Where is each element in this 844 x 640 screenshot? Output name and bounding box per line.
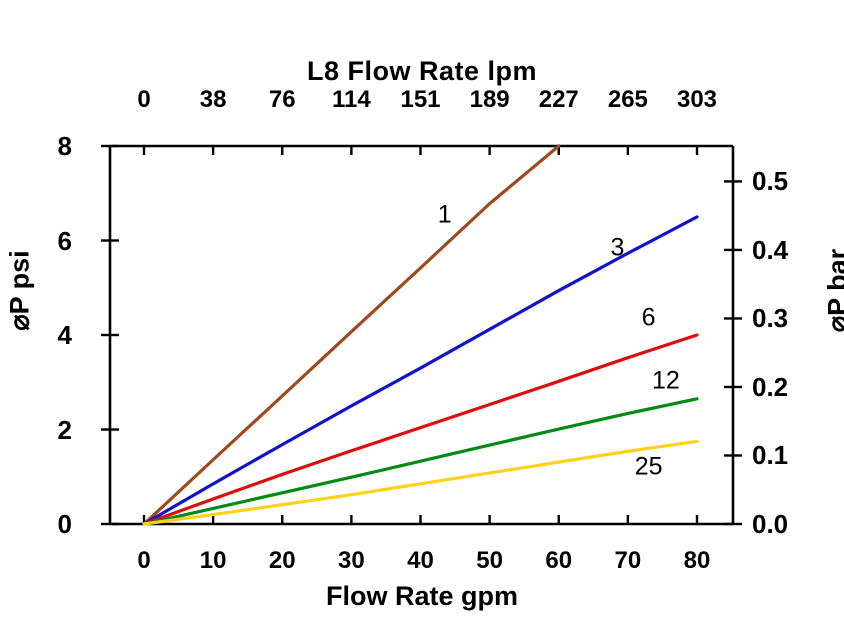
bottom-tick-3: 30 — [338, 547, 365, 574]
series-label-3: 3 — [610, 233, 625, 262]
left-tick-3: 6 — [57, 225, 72, 256]
bottom-tick-7: 70 — [614, 547, 642, 574]
top-tick-3: 114 — [332, 86, 371, 113]
top-tick-6: 227 — [538, 86, 579, 113]
right-tick-5: 0.5 — [752, 166, 789, 197]
right-tick-1: 0.1 — [752, 440, 789, 471]
bottom-tick-1: 10 — [199, 547, 227, 574]
top-tick-8: 303 — [676, 86, 718, 113]
series-curve-12 — [142, 397, 699, 526]
top-tick-4: 151 — [400, 86, 441, 113]
top-tick-5: 189 — [469, 86, 510, 113]
top-tick-7: 265 — [607, 86, 648, 113]
right-tick-2: 0.2 — [752, 371, 789, 402]
axis-ticks — [101, 144, 742, 526]
right-tick-3: 0.3 — [752, 303, 789, 334]
bottom-tick-0: 0 — [137, 547, 151, 574]
bottom-tick-5: 50 — [476, 547, 503, 574]
series-curve-6 — [142, 333, 699, 526]
bottom-tick-8: 80 — [683, 547, 711, 574]
series-label-1: 1 — [437, 200, 452, 228]
left-tick-4: 8 — [57, 131, 72, 161]
series-curves — [142, 144, 699, 526]
left-tick-1: 2 — [57, 414, 72, 445]
left-tick-0: 0 — [57, 509, 72, 539]
top-tick-1: 38 — [199, 86, 227, 113]
bottom-tick-4: 40 — [407, 547, 434, 574]
bottom-axis-title: Flow Rate gpm — [325, 581, 518, 611]
top-tick-0: 0 — [137, 86, 151, 113]
series-label-12: 12 — [651, 366, 680, 395]
top-tick-2: 76 — [268, 86, 296, 113]
left-axis-title: ⌀P psi — [4, 250, 35, 331]
series-label-6: 6 — [641, 303, 656, 332]
series-label-25: 25 — [634, 452, 663, 481]
right-axis-title: ⌀P bar — [822, 248, 844, 333]
bottom-tick-2: 20 — [268, 547, 296, 574]
right-tick-0: 0.0 — [752, 509, 789, 539]
right-tick-4: 0.4 — [752, 234, 789, 265]
bottom-tick-6: 60 — [545, 547, 573, 574]
left-tick-2: 4 — [57, 320, 72, 350]
series-curve-25 — [142, 439, 699, 526]
series-curve-1 — [142, 144, 561, 526]
series-curve-3 — [142, 215, 699, 526]
top-axis-title: L8 Flow Rate lpm — [306, 56, 538, 86]
